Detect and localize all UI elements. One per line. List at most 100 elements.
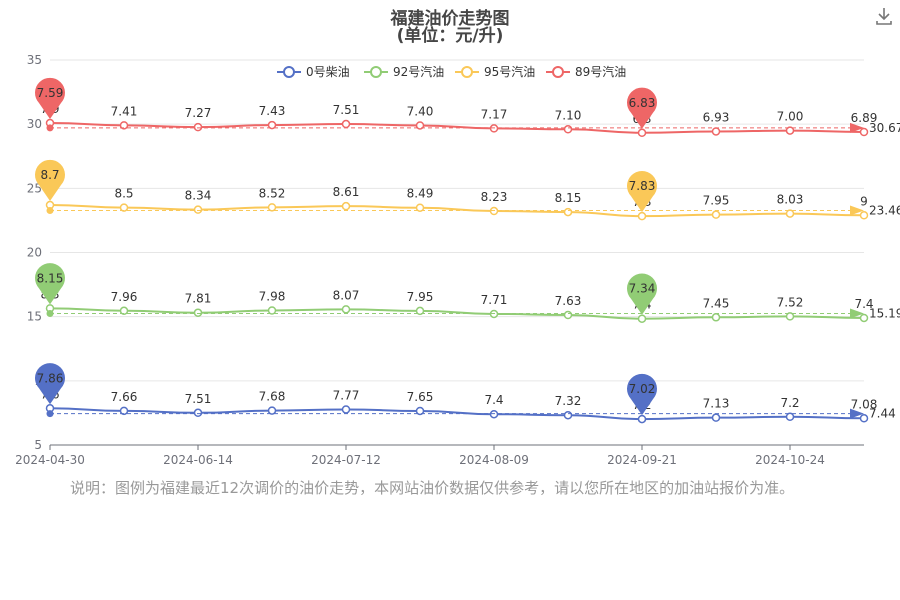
data-point (637, 314, 647, 323)
data-label: 7.71 (481, 293, 508, 307)
data-point (711, 210, 721, 219)
data-point (859, 414, 869, 423)
data-label: 8.61 (333, 185, 360, 199)
x-tick-label: 2024-09-21 (607, 453, 677, 467)
min-pin (627, 87, 657, 129)
y-tick-label: 20 (27, 246, 42, 260)
legend-marker (283, 66, 295, 78)
y-tick-label: 5 (34, 438, 42, 452)
data-label: 7.08 (851, 397, 878, 411)
y-tick-label: 35 (27, 53, 42, 67)
data-label: 7.51 (185, 392, 212, 406)
x-tick-label: 2024-08-09 (459, 453, 529, 467)
legend-marker (370, 66, 382, 78)
data-label: 7.40 (407, 104, 434, 118)
data-label: 8.34 (185, 189, 212, 203)
max-pin-label: 7.86 (37, 371, 64, 385)
data-point (637, 128, 647, 138)
download-icon[interactable] (874, 6, 894, 26)
max-pin (35, 363, 65, 405)
data-point (859, 313, 869, 323)
data-label: 7.2 (780, 396, 799, 410)
average-label: 7.44 (869, 407, 896, 421)
data-point (859, 127, 869, 137)
legend-label: 89号汽油 (575, 64, 626, 79)
min-pin-label: 7.83 (629, 179, 656, 193)
data-point (119, 406, 129, 416)
average-arrow (850, 408, 864, 419)
data-label: 8.5 (114, 187, 133, 201)
data-label: 7.4 (484, 393, 503, 407)
data-label: 6.89 (851, 111, 878, 125)
average-label: 23.46 (869, 204, 900, 218)
y-tick-label: 15 (27, 310, 42, 324)
min-pin-label: 6.83 (629, 96, 656, 110)
data-label: 7.41 (111, 104, 138, 118)
data-point (341, 119, 351, 129)
data-label: 7.96 (111, 290, 138, 304)
data-point (711, 127, 721, 136)
data-label: 7.43 (259, 104, 286, 118)
data-label: 7.52 (777, 295, 804, 309)
max-pin-label: 8.15 (37, 271, 64, 285)
data-label: 7.98 (259, 290, 286, 304)
min-pin (627, 273, 657, 315)
data-label: 9 (860, 194, 868, 208)
average-label: 30.67 (869, 121, 900, 135)
data-label: 7.00 (777, 110, 804, 124)
data-point (785, 312, 795, 321)
min-pin (627, 170, 657, 213)
data-point (341, 305, 351, 314)
average-label: 15.19 (869, 306, 900, 320)
data-point (193, 308, 203, 317)
y-tick-label: 25 (27, 181, 42, 195)
data-point (415, 203, 425, 212)
data-point (785, 126, 795, 135)
data-label: 7.95 (703, 194, 730, 208)
data-label: 7.4 (854, 297, 873, 311)
data-label: 8.07 (333, 288, 360, 302)
data-point (193, 122, 203, 132)
data-point (711, 413, 721, 422)
legend-marker (552, 66, 564, 78)
series-line (49, 307, 865, 320)
data-label: 7.10 (555, 108, 582, 122)
average-start-dot (46, 309, 54, 317)
data-label: 7.66 (111, 390, 138, 404)
data-point (489, 124, 499, 133)
data-label: 8.15 (555, 191, 582, 205)
max-pin (35, 159, 65, 202)
average-start-dot (46, 207, 54, 215)
x-tick-label: 2024-04-30 (15, 453, 85, 467)
min-pin (627, 373, 657, 416)
data-point (415, 306, 425, 316)
chart-title: 福建油价走势图 (390, 9, 510, 29)
data-label: 7.65 (407, 390, 434, 404)
data-point (637, 211, 647, 221)
data-label: 8.49 (407, 187, 434, 201)
data-point (489, 206, 499, 216)
average-arrow (850, 122, 864, 133)
data-point (637, 414, 647, 424)
average-arrow (850, 205, 864, 216)
data-label: 7.32 (555, 394, 582, 408)
data-label: 6.93 (703, 110, 730, 124)
data-point (119, 121, 129, 130)
x-tick-label: 2024-07-12 (311, 453, 381, 467)
data-label: 7.81 (185, 292, 212, 306)
data-label: 7.45 (703, 296, 730, 310)
data-point (193, 205, 203, 214)
data-point (267, 306, 277, 315)
data-point (563, 207, 573, 217)
data-point (415, 121, 425, 130)
data-point (785, 412, 795, 422)
legend-label: 92号汽油 (393, 64, 444, 79)
data-label: 7.17 (481, 107, 508, 121)
data-point (267, 203, 277, 212)
legend-label: 95号汽油 (484, 64, 535, 79)
legend-label: 0号柴油 (306, 65, 350, 79)
average-start-dot (46, 410, 54, 418)
data-point (193, 408, 203, 418)
average-arrow (850, 308, 864, 319)
